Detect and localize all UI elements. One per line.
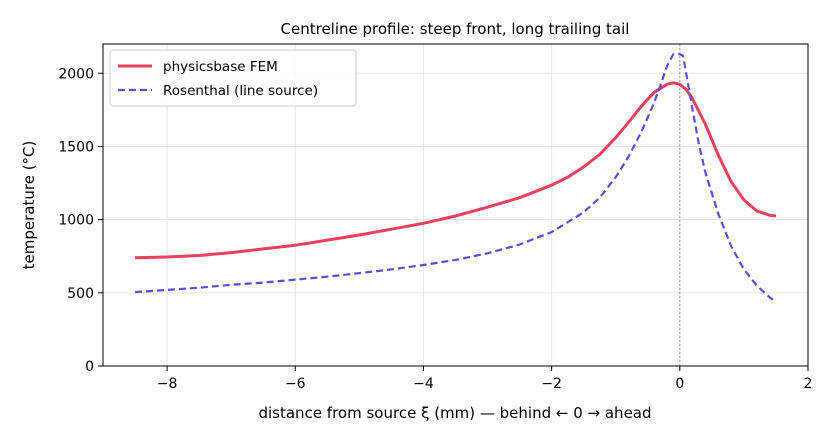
y-tick-label: 1000 [58,213,94,229]
plot-frame [102,43,809,367]
legend-box [109,49,357,107]
chart-title: Centreline profile: steep front, long tr… [281,20,630,38]
y-axis: 0 500 1000 1500 2000 [58,66,103,375]
y-tick-label: 1500 [58,139,94,155]
x-axis-label: distance from source ξ (mm) — behind ← 0… [258,404,651,422]
y-tick-label: 500 [67,286,94,302]
plot-series [134,53,777,304]
y-axis-label: temperature (°C) [20,141,38,270]
x-tick-label: −4 [413,376,434,392]
x-tick-label: −2 [541,376,562,392]
legend: physicsbase FEM Rosenthal (line source) [109,49,357,107]
x-tick-label: 0 [675,376,684,392]
x-axis: −8 −6 −4 −2 0 2 [157,366,813,392]
x-tick-label: −8 [157,376,178,392]
x-tick-label: −6 [285,376,306,392]
x-tick-label: 2 [804,376,813,392]
y-tick-label: 2000 [58,66,94,82]
series-line-fem [134,81,777,260]
legend-label-fem: physicsbase FEM [163,59,278,75]
y-tick-label: 0 [85,359,94,375]
legend-label-rosenthal: Rosenthal (line source) [163,83,318,99]
series-line-rosenthal [134,53,777,304]
